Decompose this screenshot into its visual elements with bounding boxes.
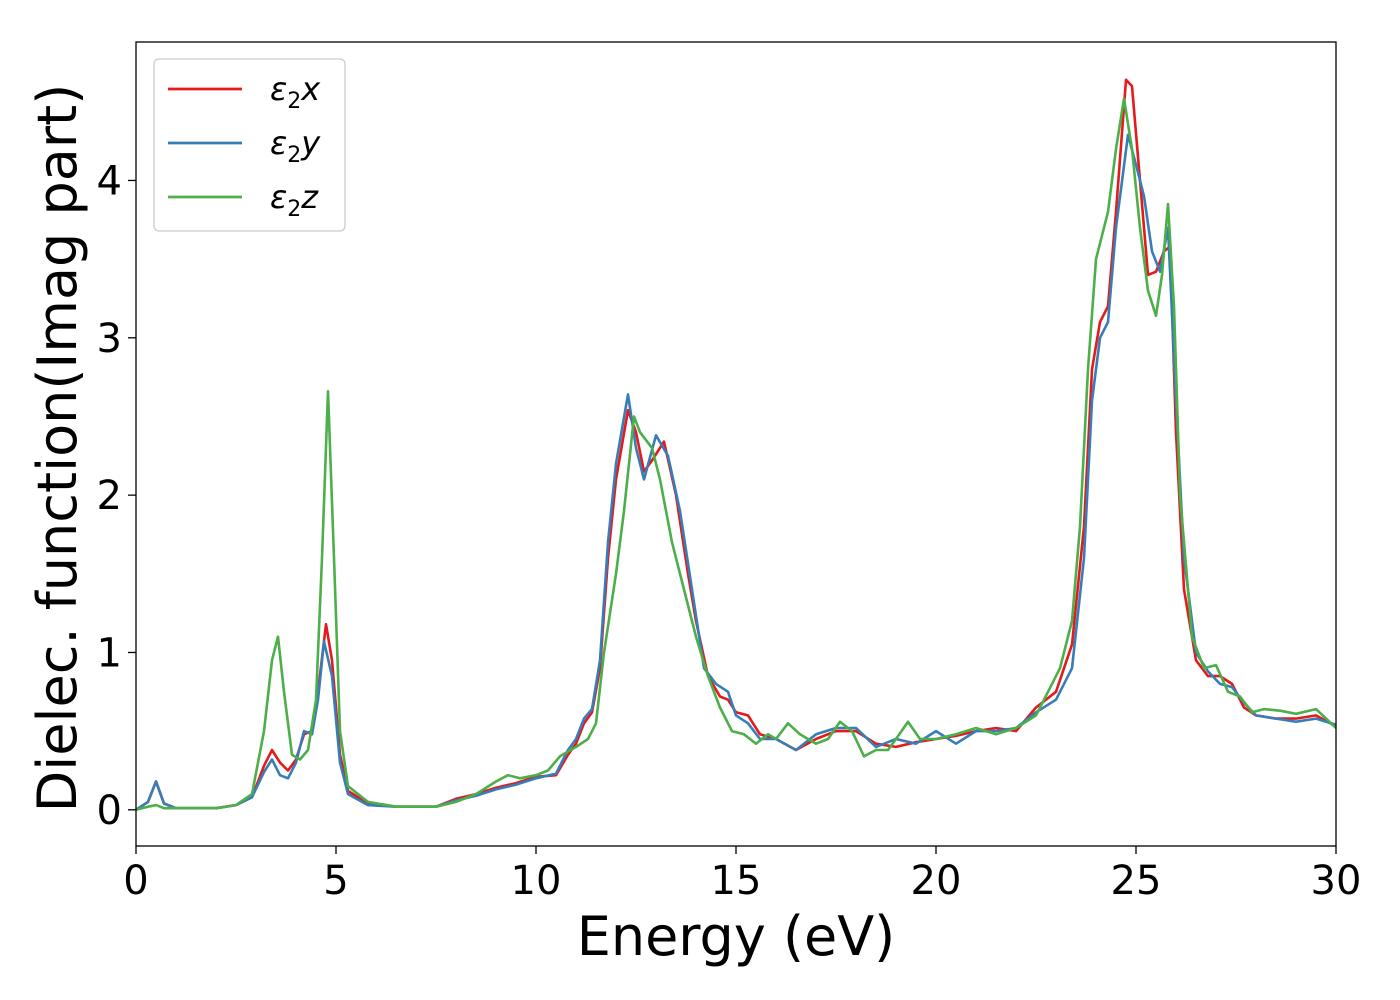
x-tick-label: 20 bbox=[911, 858, 962, 904]
legend-label-x: ε2x bbox=[270, 70, 321, 114]
x-axis-ticks: 0 5 10 15 20 25 30 bbox=[123, 846, 1361, 904]
legend: ε2x ε2y ε2z bbox=[153, 58, 346, 232]
x-tick-label: 10 bbox=[511, 858, 562, 904]
y-tick-label: 0 bbox=[97, 788, 122, 834]
x-tick-label: 30 bbox=[1311, 858, 1362, 904]
legend-label-z: ε2z bbox=[270, 178, 319, 222]
plot-lines bbox=[135, 78, 1337, 812]
x-tick-label: 0 bbox=[123, 858, 148, 904]
y-tick-label: 3 bbox=[97, 316, 122, 362]
legend-box bbox=[153, 58, 346, 232]
y-tick-label: 2 bbox=[97, 473, 122, 519]
series-line-z bbox=[135, 97, 1337, 812]
x-tick-label: 5 bbox=[323, 858, 348, 904]
x-tick-label: 25 bbox=[1111, 858, 1162, 904]
y-axis-ticks: 0 1 2 3 4 bbox=[97, 158, 136, 834]
legend-label-y: ε2y bbox=[270, 124, 321, 168]
x-tick-label: 15 bbox=[711, 858, 762, 904]
y-axis-label: Dielec. function(Imag part) bbox=[26, 84, 89, 813]
series-line-y bbox=[135, 133, 1337, 811]
y-tick-label: 1 bbox=[97, 630, 122, 676]
x-axis-label: Energy (eV) bbox=[577, 905, 896, 968]
y-tick-label: 4 bbox=[97, 158, 122, 204]
